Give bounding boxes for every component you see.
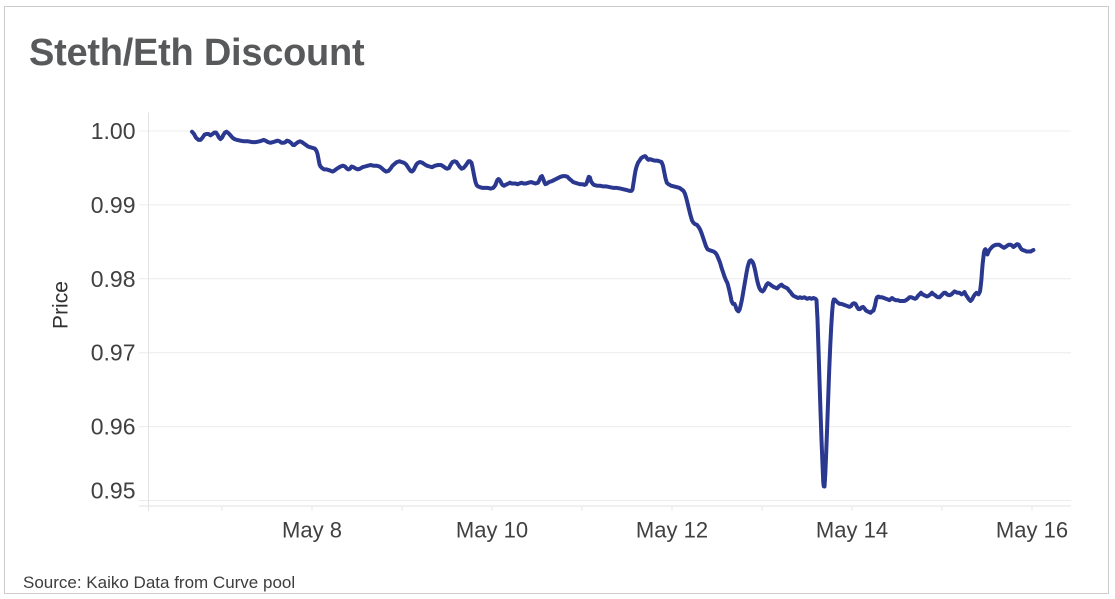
svg-text:1.00: 1.00 (91, 118, 136, 144)
svg-text:0.99: 0.99 (91, 192, 136, 218)
svg-text:May 8: May 8 (282, 518, 342, 543)
svg-text:0.97: 0.97 (91, 340, 136, 366)
svg-text:May 12: May 12 (636, 518, 708, 543)
svg-text:0.98: 0.98 (91, 266, 136, 292)
svg-text:0.96: 0.96 (91, 414, 136, 440)
svg-text:Price: Price (50, 281, 73, 329)
svg-text:May 16: May 16 (996, 518, 1068, 543)
svg-text:May 14: May 14 (816, 518, 888, 543)
svg-text:May 10: May 10 (456, 518, 528, 543)
svg-text:0.95: 0.95 (91, 478, 136, 504)
